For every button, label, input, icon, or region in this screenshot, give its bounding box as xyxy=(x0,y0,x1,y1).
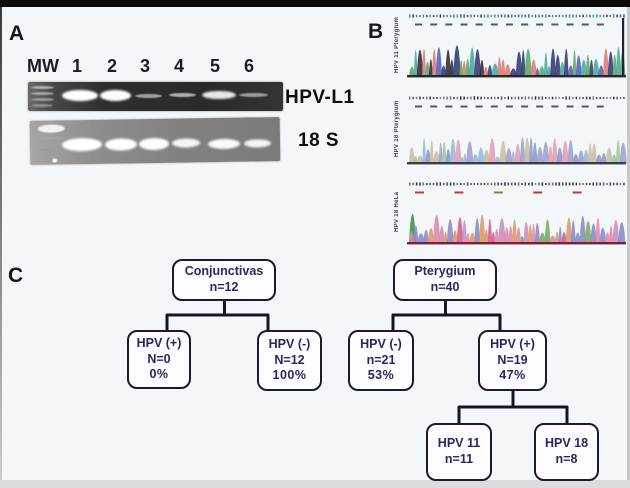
panel-b-label: B xyxy=(368,20,384,43)
node-n: N=0 xyxy=(147,351,171,366)
node-percent: 47% xyxy=(499,368,526,383)
gel-band-lane1 xyxy=(62,90,98,101)
flow-node-pterygium-hpv-negative: HPV (-) n=21 53% xyxy=(348,330,414,391)
chromatogram-hpv11-pterygium xyxy=(407,14,626,78)
connector-pterygium xyxy=(391,299,502,333)
flow-node-pterygium-hpv-positive: HPV (+) N=19 47% xyxy=(478,330,547,391)
lane-label-2: 2 xyxy=(106,56,117,76)
connector-conjunctivas xyxy=(165,299,270,333)
node-title: HPV 18 xyxy=(544,436,589,451)
connector-hpv-positive xyxy=(457,389,569,425)
lane-label-mw: MW xyxy=(27,56,59,76)
gel-band-lane4 xyxy=(169,93,196,97)
mw-ladder-band xyxy=(31,86,54,89)
mw-ladder-band xyxy=(31,92,54,95)
node-percent: 0% xyxy=(149,367,169,382)
node-title: HPV (+) xyxy=(490,337,535,352)
gel-band-lane2 xyxy=(100,90,131,101)
flow-node-pterygium: Pterygium n=40 xyxy=(393,259,497,301)
frame-right-edge xyxy=(627,7,630,480)
flow-node-hpv11: HPV 11 n=11 xyxy=(426,423,492,481)
node-n: N=12 xyxy=(274,352,305,367)
frame-bottom-bar xyxy=(0,480,630,488)
node-percent: 53% xyxy=(367,368,395,383)
gel-band-lane5 xyxy=(202,91,236,99)
node-n: n=8 xyxy=(555,452,578,466)
node-n: n=12 xyxy=(209,280,239,294)
lane-label-5: 5 xyxy=(209,56,220,76)
node-n: n=11 xyxy=(444,452,474,466)
node-title: HPV 11 xyxy=(437,436,481,451)
node-percent: 100% xyxy=(272,368,307,383)
node-n: N=19 xyxy=(497,352,528,367)
panel-a-label: A xyxy=(9,22,25,45)
flow-node-conjunctiva-hpv-positive: HPV (+) N=0 0% xyxy=(127,330,191,389)
panel-c-label: C xyxy=(8,264,24,287)
gel-bottom-label: 18 S xyxy=(298,130,340,151)
chromatogram-hpv18-hela xyxy=(407,182,626,245)
node-n: n=40 xyxy=(430,280,460,294)
node-n: n=21 xyxy=(366,352,396,367)
flow-node-hpv18: HPV 18 n=8 xyxy=(534,423,599,481)
node-title: Conjunctivas xyxy=(184,264,264,279)
gel-band-lane6 xyxy=(239,93,268,97)
gel-band-lane3 xyxy=(135,94,162,98)
flow-node-conjunctiva-hpv-negative: HPV (-) N=12 100% xyxy=(257,330,322,391)
mw-ladder-band xyxy=(31,98,54,101)
chromatogram-hpv18-pterygium xyxy=(407,96,627,165)
node-title: HPV (-) xyxy=(268,337,311,352)
lane-label-4: 4 xyxy=(173,56,184,76)
gel-top-label: HPV-L1 xyxy=(285,87,355,108)
lane-label-6: 6 xyxy=(243,56,254,76)
node-title: HPV (-) xyxy=(360,337,402,352)
gel-hpv-l1 xyxy=(28,82,283,111)
frame-left-edge xyxy=(0,7,2,480)
node-title: HPV (+) xyxy=(136,336,182,351)
lane-label-1: 1 xyxy=(71,56,82,76)
frame-top-bar xyxy=(0,0,630,7)
node-title: Pterygium xyxy=(414,264,476,279)
mw-ladder-band xyxy=(31,104,53,107)
lane-label-3: 3 xyxy=(139,56,150,76)
flow-node-conjunctivas: Conjunctivas n=12 xyxy=(172,259,276,301)
